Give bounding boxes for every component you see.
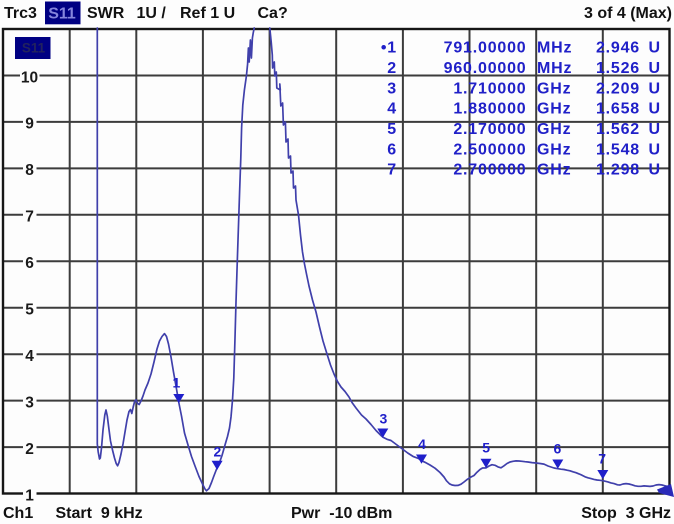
svg-text:U: U <box>649 80 661 97</box>
svg-text:7: 7 <box>25 209 34 226</box>
svg-text:2: 2 <box>214 444 222 460</box>
svg-text:4: 4 <box>387 101 397 118</box>
svg-text:5: 5 <box>25 302 34 319</box>
svg-text:5: 5 <box>482 440 490 456</box>
svg-text:791.00000: 791.00000 <box>444 40 527 57</box>
svg-text:S11: S11 <box>48 5 76 22</box>
svg-text:Stop 3 GHz: Stop 3 GHz <box>581 505 671 522</box>
svg-text:U: U <box>649 60 661 77</box>
svg-text:6: 6 <box>25 255 34 272</box>
svg-text:Ch1: Ch1 <box>3 505 33 522</box>
svg-text:Ref 1 U: Ref 1 U <box>180 5 235 22</box>
svg-text:7: 7 <box>598 451 606 467</box>
svg-text:Trc3: Trc3 <box>4 5 37 22</box>
svg-text:2.209: 2.209 <box>596 80 640 97</box>
svg-text:3: 3 <box>25 394 34 411</box>
svg-text:1.562: 1.562 <box>596 121 640 138</box>
svg-text:3 of 4 (Max): 3 of 4 (Max) <box>584 5 672 22</box>
svg-text:7: 7 <box>387 162 397 179</box>
svg-text:GHz: GHz <box>537 141 571 158</box>
svg-text:2.170000: 2.170000 <box>453 121 526 138</box>
svg-text:MHz: MHz <box>537 60 572 77</box>
svg-text:6: 6 <box>387 141 397 158</box>
svg-text:4: 4 <box>25 348 34 365</box>
svg-text:Start 9 kHz: Start 9 kHz <box>56 505 143 522</box>
svg-text:1.880000: 1.880000 <box>453 101 526 118</box>
svg-text:1: 1 <box>173 375 181 391</box>
svg-text:5: 5 <box>387 121 397 138</box>
svg-text:2.946: 2.946 <box>596 40 640 57</box>
svg-text:Pwr -10 dBm: Pwr -10 dBm <box>291 505 392 522</box>
svg-text:U: U <box>649 121 661 138</box>
svg-text:6: 6 <box>554 441 562 457</box>
svg-text:1.658: 1.658 <box>596 101 640 118</box>
svg-text:U: U <box>649 162 661 179</box>
svg-text:1.548: 1.548 <box>596 141 640 158</box>
svg-text:2: 2 <box>387 60 397 77</box>
svg-text:2.500000: 2.500000 <box>453 141 526 158</box>
svg-text:GHz: GHz <box>537 80 571 97</box>
svg-text:4: 4 <box>418 436 426 452</box>
svg-text:U: U <box>649 101 661 118</box>
svg-text:2: 2 <box>25 441 34 458</box>
svg-text:1.526: 1.526 <box>596 60 640 77</box>
svg-text:3: 3 <box>380 411 388 427</box>
svg-text:1: 1 <box>25 487 34 504</box>
svg-text:GHz: GHz <box>537 101 571 118</box>
svg-text:10: 10 <box>21 69 38 86</box>
svg-text:U: U <box>649 40 661 57</box>
svg-text:GHz: GHz <box>537 162 571 179</box>
svg-text:8: 8 <box>25 162 34 179</box>
svg-text:3: 3 <box>387 80 397 97</box>
svg-text:1.298: 1.298 <box>596 162 640 179</box>
svg-text:2.700000: 2.700000 <box>453 162 526 179</box>
svg-text:•1: •1 <box>381 40 397 57</box>
svg-text:Ca?: Ca? <box>258 5 288 22</box>
svg-text:GHz: GHz <box>537 121 571 138</box>
svg-text:U: U <box>649 141 661 158</box>
svg-text:1U /: 1U / <box>137 5 167 22</box>
svg-text:960.00000: 960.00000 <box>444 60 527 77</box>
svg-text:S11: S11 <box>22 41 46 56</box>
svg-text:1.710000: 1.710000 <box>453 80 526 97</box>
svg-text:MHz: MHz <box>537 40 572 57</box>
svg-text:9: 9 <box>25 116 34 133</box>
svg-text:SWR: SWR <box>87 5 125 22</box>
